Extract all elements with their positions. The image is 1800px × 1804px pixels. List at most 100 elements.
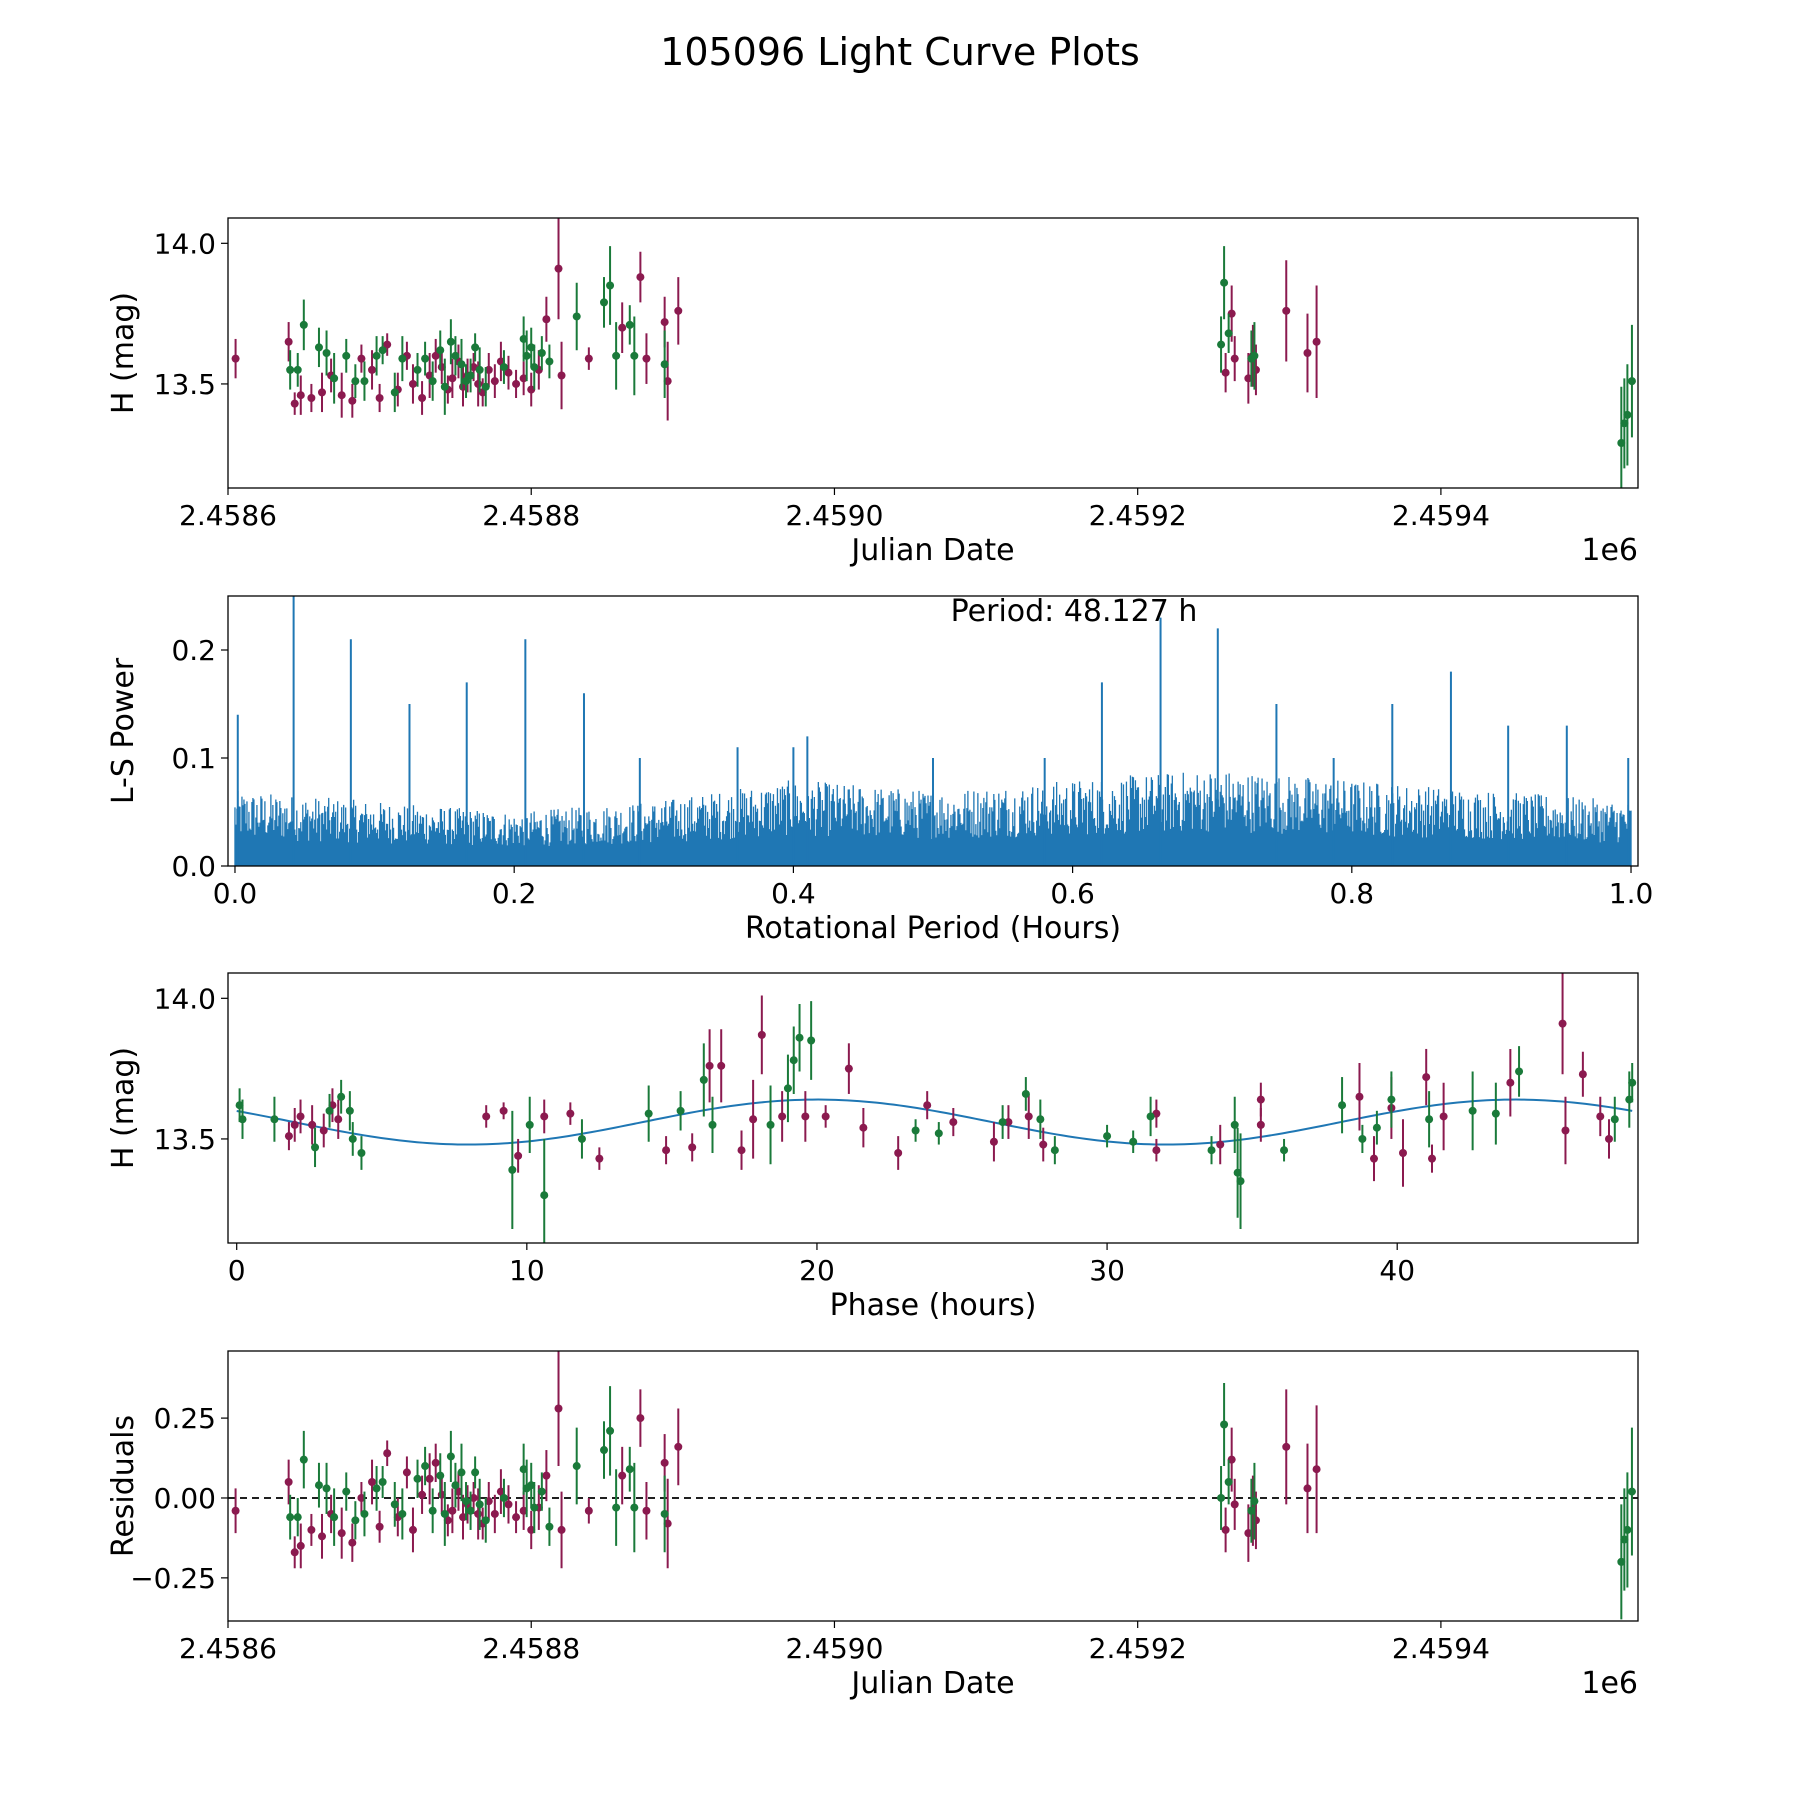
x-axis-label: Julian Date [849, 533, 1014, 568]
data-point [844, 1064, 853, 1073]
data-point [1338, 1101, 1347, 1110]
data-point [293, 1513, 302, 1522]
data-point [612, 1503, 621, 1512]
y-tick-label: 13.5 [154, 1123, 216, 1156]
data-point [1355, 1092, 1364, 1101]
data-point [286, 1513, 295, 1522]
data-point [1224, 329, 1233, 338]
data-point [749, 1115, 758, 1124]
data-point [566, 1109, 575, 1118]
data-point [440, 382, 449, 391]
data-point [484, 365, 493, 374]
y-axis-label: H (mag) [106, 292, 141, 414]
data-point [293, 365, 302, 374]
data-point [1620, 419, 1629, 428]
data-point [322, 1484, 331, 1493]
x-tick-label: 0.6 [1050, 877, 1095, 910]
data-point [296, 1541, 305, 1550]
data-point [270, 1115, 279, 1124]
data-point [821, 1112, 830, 1121]
x-tick-label: 20 [799, 1254, 835, 1287]
data-point [554, 264, 563, 273]
data-point [572, 1462, 581, 1471]
data-point [342, 351, 351, 360]
data-point [662, 1146, 671, 1155]
data-point [459, 1513, 467, 1522]
data-point [504, 368, 513, 377]
x-tick-label: 0.0 [213, 877, 258, 910]
data-point [284, 1478, 293, 1487]
data-point [290, 1548, 299, 1557]
data-point [448, 1506, 457, 1515]
data-point [446, 337, 455, 346]
data-point [636, 1414, 645, 1423]
data-point [348, 1538, 357, 1547]
data-point [1515, 1067, 1524, 1076]
data-point [448, 374, 457, 383]
data-point [1024, 1112, 1033, 1121]
period-annotation: Period: 48.127 h [951, 594, 1198, 629]
panel-ls: 0.0 0.2 0.4 0.6 0.8 1.0 0.0 0.1 0.2 Rotational Pe… [106, 594, 1653, 946]
data-point [1220, 1420, 1229, 1429]
data-point [663, 377, 672, 386]
data-point [508, 1165, 517, 1174]
data-point [625, 1465, 634, 1474]
figure-title: 105096 Light Curve Plots [660, 30, 1140, 74]
data-point [431, 1458, 440, 1467]
data-point [454, 1487, 463, 1496]
x-tick-label: 30 [1089, 1254, 1125, 1287]
data-point [337, 1092, 346, 1101]
data-point [1050, 1146, 1059, 1155]
data-point [934, 1129, 943, 1138]
data-point [490, 377, 499, 386]
data-point [421, 354, 430, 363]
data-point [949, 1118, 958, 1127]
x-axis-label: Rotational Period (Hours) [745, 911, 1121, 946]
data-point [457, 360, 466, 369]
data-point [522, 351, 531, 360]
data-point [436, 1471, 445, 1480]
data-point [618, 1471, 627, 1480]
data-point [1004, 1118, 1013, 1127]
data-point [481, 382, 490, 391]
data-point [284, 337, 293, 346]
x-tick-label: 0.2 [492, 877, 537, 910]
data-point [1230, 1500, 1239, 1509]
data-point [431, 351, 440, 360]
data-point [499, 1493, 508, 1502]
data-point [451, 351, 460, 360]
data-point [351, 377, 360, 386]
data-point [527, 385, 536, 394]
y-tick-label: 14.0 [154, 227, 216, 260]
data-point [1103, 1132, 1112, 1141]
data-point [600, 1446, 608, 1455]
data-point [1617, 439, 1626, 447]
y-tick-label: 0.25 [154, 1402, 216, 1435]
axes-frame [227, 1350, 1639, 1622]
data-point [474, 379, 483, 388]
data-point [642, 354, 651, 363]
data-point [499, 1106, 508, 1115]
x-tick-label: 40 [1379, 1254, 1415, 1287]
data-point [1250, 351, 1259, 360]
data-point [231, 1506, 240, 1515]
data-point [1220, 278, 1229, 287]
data-point [446, 1452, 455, 1461]
data-point [440, 1509, 449, 1518]
data-point [1372, 1123, 1381, 1132]
data-point [348, 1134, 357, 1143]
x-tick-label: 2.4594 [1392, 499, 1490, 532]
data-point [1425, 1115, 1434, 1124]
y-axis-label: H (mag) [106, 1047, 141, 1169]
data-point [1227, 1455, 1236, 1464]
x-tick-label: 1.0 [1609, 877, 1654, 910]
data-point [330, 1513, 339, 1522]
data-point [584, 1506, 593, 1515]
data-point [474, 1509, 483, 1518]
data-point [1256, 1095, 1265, 1104]
data-point [527, 343, 536, 352]
data-point [545, 1522, 554, 1531]
panel-phase: 0 10 20 30 40 13.5 14.0 Phase (hours) H (mag) [106, 972, 1639, 1323]
data-point [1610, 1115, 1619, 1124]
data-point [660, 360, 669, 369]
